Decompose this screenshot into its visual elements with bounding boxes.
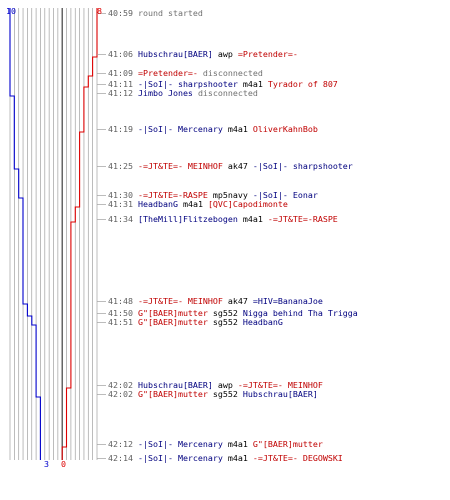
event-row: 41:06 Hubschrau[BAER] awp =Pretender=- — [108, 49, 298, 59]
event-weapon: m4a1 — [243, 214, 268, 224]
blue-start-score: 10 — [6, 6, 16, 16]
event-weapon: m4a1 — [228, 453, 253, 463]
event-time: 41:09 — [108, 68, 138, 78]
event-time: 41:48 — [108, 296, 138, 306]
alive-count-lines — [9, 8, 98, 460]
event-weapon: awp — [218, 380, 238, 390]
event-victim: -=JT&TE=- DEGOWSKI — [253, 453, 343, 463]
event-weapon: m4a1 — [228, 124, 253, 134]
event-victim: -|SoI|- Eonar — [253, 190, 318, 200]
event-killer: -|SoI|- sharpshooter — [138, 79, 243, 89]
event-time: 40:59 — [108, 8, 138, 18]
event-row: 42:12 -|SoI|- Mercenary m4a1 G"[BAER]mut… — [108, 439, 323, 449]
event-row: 41:34 [TheMill]Flitzebogen m4a1 -=JT&TE=… — [108, 214, 338, 224]
event-killer: G"[BAER]mutter — [138, 389, 213, 399]
event-weapon: ak47 — [228, 161, 253, 171]
event-time: 41:12 — [108, 88, 138, 98]
event-weapon: sg552 — [213, 308, 243, 318]
event-weapon: sg552 — [213, 389, 243, 399]
event-killer: -=JT&TE=- MEINHOF — [138, 161, 228, 171]
event-time: 41:19 — [108, 124, 138, 134]
red-team-alive-line — [61, 8, 98, 460]
event-victim: [QVC]Capodimonte — [208, 199, 288, 209]
event-killer: -|SoI|- Mercenary — [138, 453, 228, 463]
event-victim: HeadbanG — [243, 317, 283, 327]
event-log: 40:59 round started 41:06 Hubschrau[BAER]… — [108, 8, 358, 463]
blue-team-alive-line — [9, 8, 41, 460]
event-weapon: m4a1 — [228, 439, 253, 449]
event-victim: Tyrador of 807 — [268, 79, 338, 89]
event-time: 41:30 — [108, 190, 138, 200]
event-killer: -|SoI|- Mercenary — [138, 439, 228, 449]
event-weapon: ak47 — [228, 296, 253, 306]
event-victim: G"[BAER]mutter — [253, 439, 323, 449]
event-connectors — [97, 13, 106, 459]
event-victim: Hubschrau[BAER] — [243, 389, 318, 399]
event-time: 42:02 — [108, 389, 138, 399]
event-killer: -=JT&TE=-RASPE — [138, 190, 213, 200]
event-killer: -=JT&TE=- MEINHOF — [138, 296, 228, 306]
event-row: 42:02 G"[BAER]mutter sg552 Hubschrau[BAE… — [108, 389, 318, 399]
event-killer: HeadbanG — [138, 199, 183, 209]
red-end-score: 0 — [61, 459, 66, 469]
event-player: =Pretender=- — [138, 68, 203, 78]
event-row: 41:11 -|SoI|- sharpshooter m4a1 Tyrador … — [108, 79, 338, 89]
event-time: 41:11 — [108, 79, 138, 89]
event-weapon: sg552 — [213, 317, 243, 327]
blue-end-score: 3 — [44, 459, 49, 469]
event-weapon: m4a1 — [183, 199, 208, 209]
event-time: 42:02 — [108, 380, 138, 390]
event-row: 41:50 G"[BAER]mutter sg552 Nigga behind … — [108, 308, 358, 318]
event-weapon: m4a1 — [243, 79, 268, 89]
event-killer: -|SoI|- Mercenary — [138, 124, 228, 134]
event-victim: Nigga behind Tha Trigga — [243, 308, 358, 318]
event-row: 41:51 G"[BAER]mutter sg552 HeadbanG — [108, 317, 283, 327]
event-note: round started — [138, 8, 203, 18]
event-killer: G"[BAER]mutter — [138, 317, 213, 327]
player-grid — [9, 8, 98, 460]
event-row: 41:30 -=JT&TE=-RASPE mp5navy -|SoI|- Eon… — [108, 190, 318, 200]
event-note: disconnected — [203, 68, 263, 78]
event-time: 42:12 — [108, 439, 138, 449]
event-time: 41:06 — [108, 49, 138, 59]
event-weapon: mp5navy — [213, 190, 253, 200]
event-row: 41:12 Jimbo Jones disconnected — [108, 88, 258, 98]
event-victim: =Pretender=- — [238, 49, 298, 59]
event-time: 41:31 — [108, 199, 138, 209]
event-row: 42:02 Hubschrau[BAER] awp -=JT&TE=- MEIN… — [108, 380, 323, 390]
event-row: 42:14 -|SoI|- Mercenary m4a1 -=JT&TE=- D… — [108, 453, 343, 463]
event-victim: =HIV=BananaJoe — [253, 296, 323, 306]
event-killer: Hubschrau[BAER] — [138, 380, 218, 390]
event-row: 41:09 =Pretender=- disconnected — [108, 68, 263, 78]
event-killer: G"[BAER]mutter — [138, 308, 213, 318]
event-weapon: awp — [218, 49, 238, 59]
event-killer: [TheMill]Flitzebogen — [138, 214, 243, 224]
event-player: Jimbo Jones — [138, 88, 198, 98]
event-time: 42:14 — [108, 453, 138, 463]
event-row: 41:25 -=JT&TE=- MEINHOF ak47 -|SoI|- sha… — [108, 161, 353, 171]
event-row: 41:48 -=JT&TE=- MEINHOF ak47 =HIV=Banana… — [108, 296, 323, 306]
event-victim: -|SoI|- sharpshooter — [253, 161, 353, 171]
event-killer: Hubschrau[BAER] — [138, 49, 218, 59]
event-victim: -=JT&TE=-RASPE — [268, 214, 338, 224]
event-row: 40:59 round started — [108, 8, 203, 18]
event-victim: OliverKahnBob — [253, 124, 318, 134]
event-row: 41:31 HeadbanG m4a1 [QVC]Capodimonte — [108, 199, 288, 209]
event-time: 41:25 — [108, 161, 138, 171]
event-note: disconnected — [198, 88, 258, 98]
event-victim: -=JT&TE=- MEINHOF — [238, 380, 323, 390]
red-start-score: 8 — [97, 6, 102, 16]
event-time: 41:51 — [108, 317, 138, 327]
event-row: 41:19 -|SoI|- Mercenary m4a1 OliverKahnB… — [108, 124, 318, 134]
event-time: 41:50 — [108, 308, 138, 318]
event-time: 41:34 — [108, 214, 138, 224]
